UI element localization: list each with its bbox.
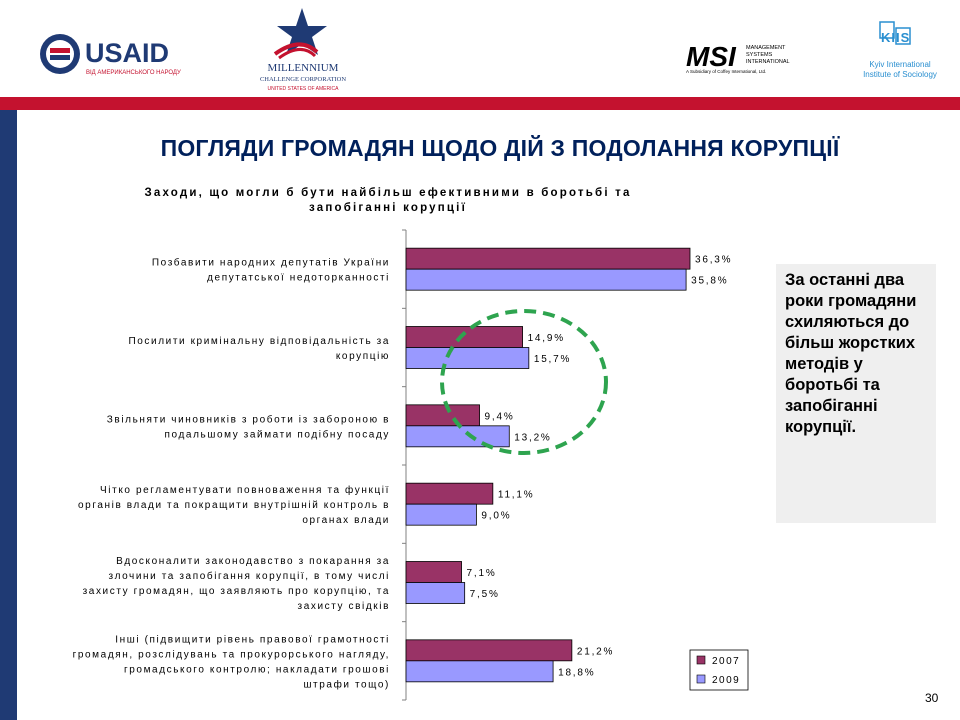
- legend-swatch-2007: [696, 655, 706, 665]
- category-label: захисту свідків: [298, 601, 390, 612]
- category-label: Чітко регламентувати повноваження та фун…: [100, 484, 390, 496]
- category-label: органах влади: [302, 515, 390, 526]
- usaid-wordmark: USAID: [85, 38, 169, 68]
- bar-2009: [405, 660, 554, 683]
- chart-title-line-1: Заходи, що могли б бути найбільш ефектив…: [144, 187, 632, 199]
- category-label: Позбавити народних депутатів України: [152, 257, 390, 269]
- page-number: 30: [925, 691, 939, 705]
- data-label-2009: 18,8%: [558, 667, 595, 678]
- bar-2009: [405, 503, 477, 526]
- msi-logo: MSI MANAGEMENT SYSTEMS INTERNATIONAL A S…: [686, 41, 790, 74]
- bar-2007: [405, 326, 523, 348]
- data-label-2007: 21,2%: [577, 646, 614, 657]
- category-label: депутатської недоторканності: [207, 273, 390, 284]
- chart-title-line-2: запобіганні корупції: [308, 202, 468, 214]
- legend-swatch-2009: [696, 674, 706, 684]
- msi-wordmark: MSI: [686, 41, 737, 72]
- category-label: громадян, розслідувань та прокурорського…: [73, 649, 390, 660]
- category-label: Звільняти чиновників з роботи із заборон…: [107, 413, 390, 425]
- usaid-tagline: ВІД АМЕРИКАНСЬКОГО НАРОДУ: [86, 70, 181, 76]
- category-label: Інші (підвищити рівень правової грамотно…: [115, 634, 390, 645]
- bar-2007: [405, 404, 480, 427]
- kiis-line2: Institute of Sociology: [863, 70, 937, 79]
- bar-2007: [405, 561, 462, 583]
- kiis-line1: Kyiv International: [869, 60, 931, 69]
- category-label: захисту громадян, що заявляють про коруп…: [83, 586, 390, 597]
- msi-tagline: A Subsidiary of Coffey International, Lt…: [686, 69, 766, 74]
- legend-label-2007: 2007: [712, 656, 740, 667]
- chart-title: Заходи, що могли б бути найбільш ефектив…: [118, 186, 658, 216]
- category-label: Вдосконалити законодавство з покарання з…: [116, 556, 390, 567]
- bar-2009: [405, 425, 510, 448]
- bar-2007: [405, 247, 691, 270]
- category-label: органів влади та покращити внутрішній ко…: [78, 500, 390, 511]
- category-label: громадського контролю; накладати грошові: [124, 664, 390, 675]
- data-label-2007: 7,1%: [467, 568, 497, 579]
- data-label-2009: 35,8%: [691, 276, 728, 287]
- mcc-logo: MILLENNIUM CHALLENGE CORPORATION UNITED …: [260, 8, 346, 92]
- left-accent-bar: [0, 97, 17, 720]
- header-divider-band: [0, 97, 960, 110]
- mcc-line2: CHALLENGE CORPORATION: [260, 76, 346, 83]
- bar-2009: [405, 268, 687, 291]
- legend-label-2009: 2009: [712, 675, 740, 686]
- kiis-mark: KIIS: [881, 30, 910, 45]
- category-label: штрафи тощо): [303, 678, 390, 690]
- data-label-2007: 11,1%: [498, 490, 535, 501]
- category-label: корупцію: [336, 351, 390, 362]
- category-label: Посилити кримінальну відповідальність за: [128, 336, 390, 347]
- usaid-logo: USAID ВІД АМЕРИКАНСЬКОГО НАРОДУ: [40, 34, 181, 76]
- data-label-2007: 9,4%: [485, 411, 515, 422]
- mcc-line1: MILLENNIUM: [268, 62, 339, 74]
- msi-sub2: SYSTEMS: [746, 52, 773, 58]
- bar-2007: [405, 482, 494, 505]
- data-label-2009: 15,7%: [534, 354, 571, 365]
- callout-text: За останні два роки громадяни схиляються…: [785, 271, 917, 436]
- highlight-circle: [440, 309, 608, 455]
- data-label-2009: 9,0%: [481, 511, 511, 522]
- kiis-logo: KIIS Kyiv International Institute of Soc…: [863, 21, 937, 79]
- slide-title: ПОГЛЯДИ ГРОМАДЯН ЩОДО ДІЙ З ПОДОЛАННЯ КО…: [160, 135, 840, 161]
- star-icon: [277, 8, 327, 55]
- data-label-2007: 14,9%: [528, 333, 565, 344]
- msi-sub1: MANAGEMENT: [746, 45, 786, 51]
- data-label-2009: 7,5%: [470, 589, 500, 600]
- category-label: злочини та запобігання корупції, в тому …: [109, 570, 391, 582]
- data-label-2007: 36,3%: [695, 255, 732, 266]
- category-label: подальшому займати подібну посаду: [165, 428, 390, 440]
- mcc-line3: UNITED STATES OF AMERICA: [268, 86, 340, 92]
- data-label-2009: 13,2%: [514, 432, 551, 443]
- bar-2009: [405, 347, 530, 369]
- msi-sub3: INTERNATIONAL: [746, 59, 790, 65]
- bar-2007: [405, 639, 573, 662]
- callout-box: [776, 264, 936, 523]
- bar-2009: [405, 582, 466, 604]
